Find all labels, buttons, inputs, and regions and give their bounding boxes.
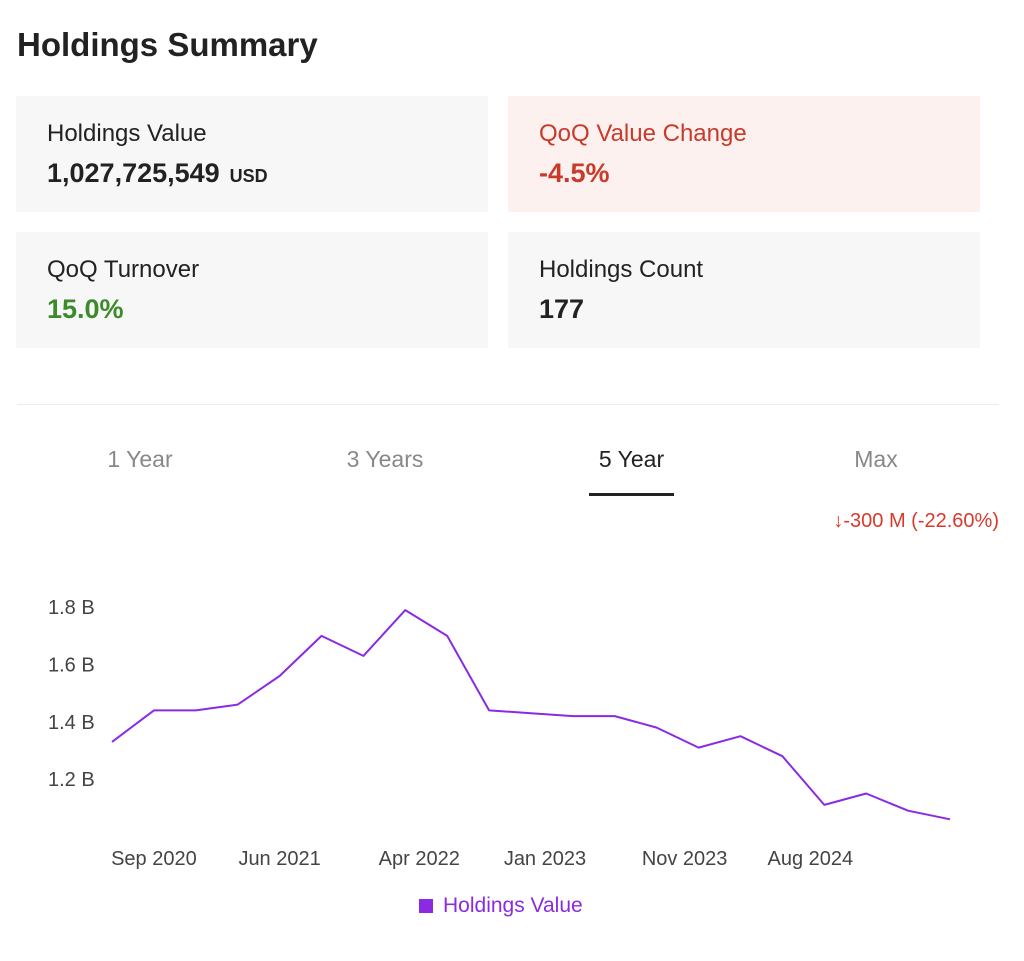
holdings-count-label: Holdings Count	[539, 256, 704, 283]
chart-legend[interactable]: Holdings Value	[419, 894, 583, 918]
x-tick-label: Apr 2022	[379, 848, 460, 870]
holdings-value-amount: 1,027,725,549 USD	[47, 156, 488, 193]
x-tick-label: Nov 2023	[642, 848, 728, 870]
x-tick-label: Jan 2023	[504, 848, 586, 870]
tab-max[interactable]: Max	[854, 446, 898, 472]
series-line-holdings-value	[111, 609, 951, 821]
legend-swatch	[419, 899, 433, 913]
x-tick-label: Aug 2024	[768, 848, 854, 870]
active-tab-indicator	[589, 493, 674, 496]
qoq-value-change-label: QoQ Value Change	[539, 120, 747, 147]
holdings-count-card: Holdings Count 177	[508, 232, 980, 348]
legend-label: Holdings Value	[443, 894, 583, 917]
tab-5-year[interactable]: 5 Year	[598, 446, 665, 472]
holdings-value-line-chart: 1.2 B 1.4 B 1.6 B 1.8 B Sep 2020 Jun 2021 Apr …	[48, 597, 951, 870]
tab-3-years[interactable]: 3 Years	[346, 446, 424, 472]
qoq-turnover-card: QoQ Turnover 15.0%	[16, 232, 488, 348]
change-summary: ↓-300 M (-22.60%)	[833, 510, 999, 532]
tab-1-year[interactable]: 1 Year	[107, 446, 173, 472]
qoq-turnover-value: 15.0%	[47, 294, 124, 324]
y-tick-label: 1.2 B	[48, 769, 95, 791]
holdings-value-card: Holdings Value 1,027,725,549 USD	[16, 96, 488, 212]
holdings-count-value: 177	[539, 294, 585, 324]
page-title: Holdings Summary	[17, 26, 318, 63]
x-tick-label: Sep 2020	[111, 848, 197, 870]
x-tick-label: Jun 2021	[238, 848, 320, 870]
y-tick-label: 1.8 B	[48, 597, 95, 619]
holdings-value-number: 1,027,725,549	[47, 158, 220, 188]
section-divider	[17, 404, 999, 405]
qoq-value-change-card: QoQ Value Change -4.5%	[508, 96, 980, 212]
y-tick-label: 1.6 B	[48, 655, 95, 677]
holdings-value-unit: USD	[229, 166, 268, 186]
qoq-value-change-value: -4.5%	[539, 158, 610, 188]
qoq-turnover-label: QoQ Turnover	[47, 256, 200, 283]
holdings-value-label: Holdings Value	[47, 120, 207, 147]
y-tick-label: 1.4 B	[48, 712, 95, 734]
